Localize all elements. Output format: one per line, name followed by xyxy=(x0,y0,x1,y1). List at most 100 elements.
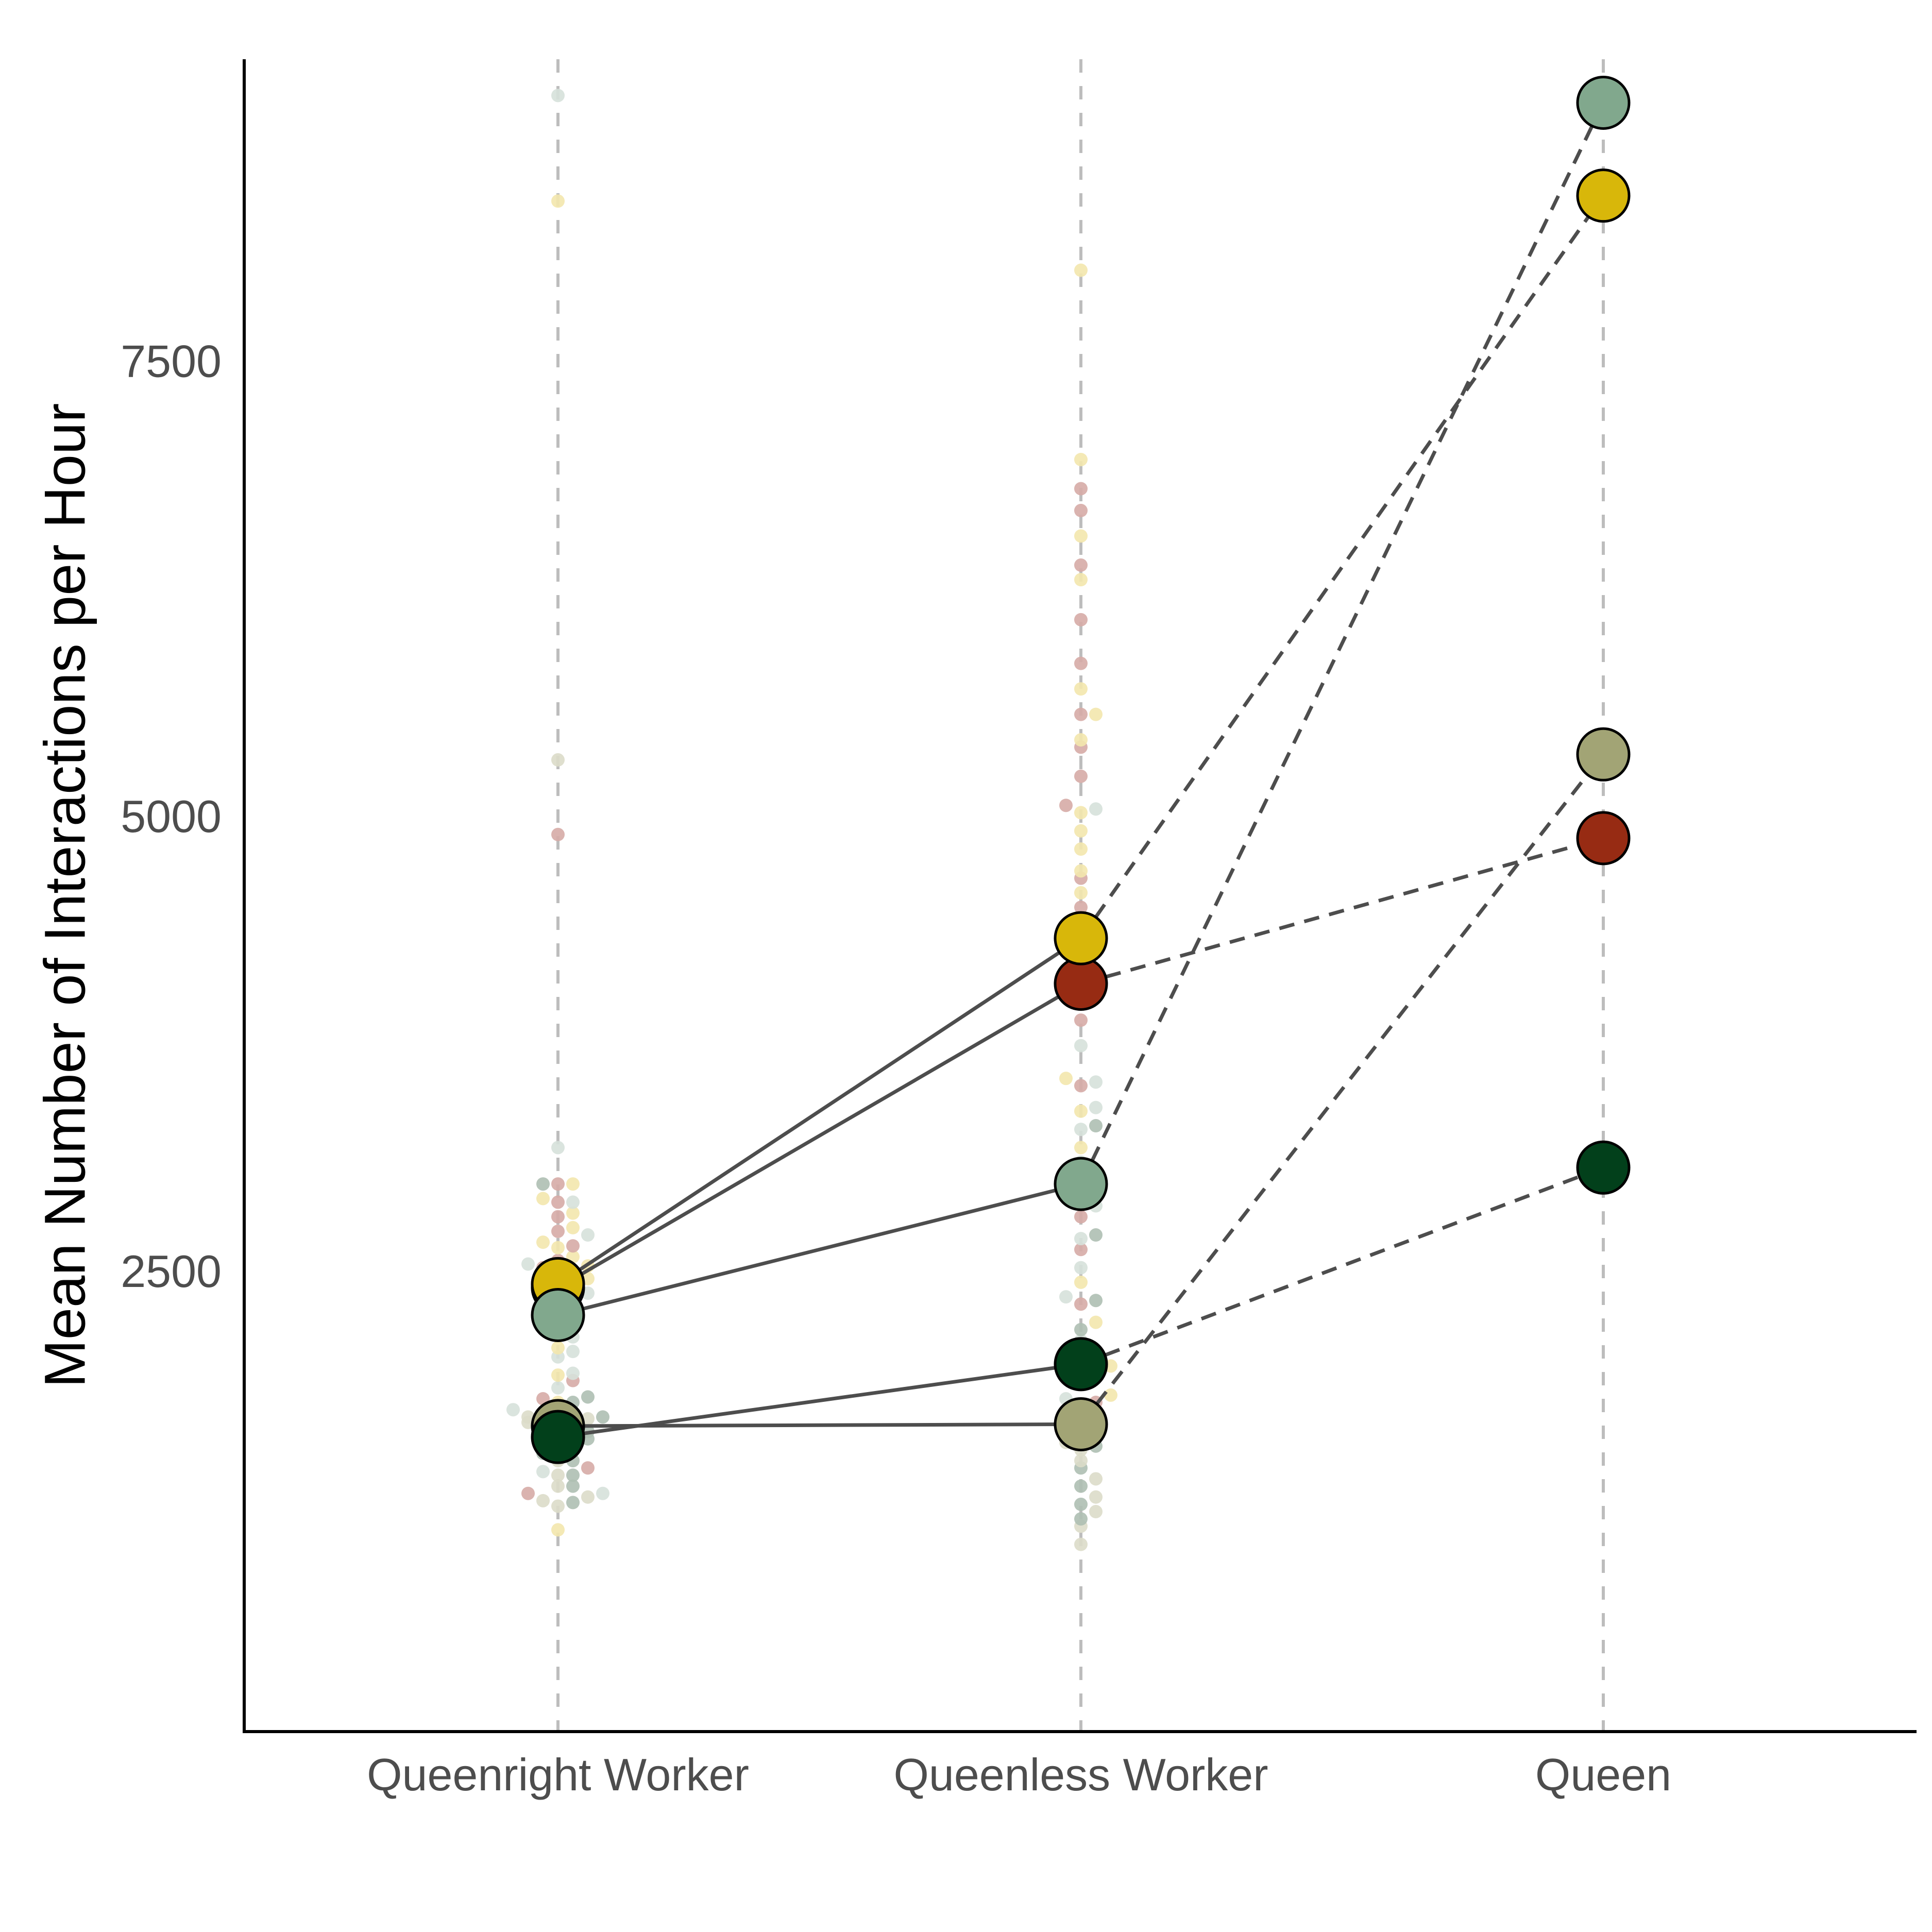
point-queenless-worker-dark_green xyxy=(1074,1323,1088,1336)
point-queenless-worker-sage xyxy=(1089,802,1103,816)
connector-dashed-olive xyxy=(1079,753,1605,1426)
point-queenright-worker-red xyxy=(566,1239,580,1253)
point-queenright-worker-sage xyxy=(506,1403,520,1417)
individual-points xyxy=(506,89,1117,1551)
point-queenright-worker-sage xyxy=(521,1257,535,1271)
point-queenright-worker-sage xyxy=(551,89,565,103)
point-queenright-worker-sage xyxy=(536,1465,550,1479)
point-queenright-worker-olive xyxy=(536,1494,550,1507)
point-queenless-worker-red xyxy=(1074,1079,1088,1093)
marker-queenright-worker-dark_green xyxy=(531,1410,585,1464)
point-queenright-worker-red xyxy=(581,1461,595,1475)
x-tick-queenless-worker: Queenless Worker xyxy=(893,1749,1268,1800)
point-queenless-worker-yellow xyxy=(1074,842,1088,856)
marker-queenless-worker-olive xyxy=(1054,1397,1108,1451)
point-queenright-worker-yellow xyxy=(551,1341,565,1355)
point-queenless-worker-yellow xyxy=(1074,263,1088,277)
point-queenright-worker-olive xyxy=(551,753,565,767)
point-queenless-worker-yellow xyxy=(1074,806,1088,820)
point-queenless-worker-yellow xyxy=(1089,707,1103,721)
point-queenright-worker-sage xyxy=(566,1366,580,1380)
point-queenless-worker-yellow xyxy=(1074,864,1088,878)
point-queenright-worker-yellow xyxy=(551,1523,565,1537)
point-queenright-worker-red xyxy=(551,1177,565,1191)
point-queenless-worker-olive xyxy=(1089,1490,1103,1504)
point-queenright-worker-dark_green xyxy=(566,1479,580,1493)
point-queenless-worker-red xyxy=(1074,482,1088,496)
point-queenright-worker-olive xyxy=(551,1468,565,1482)
point-queenless-worker-yellow xyxy=(1074,1141,1088,1155)
point-queenright-worker-yellow xyxy=(536,1235,550,1249)
point-queenless-worker-red xyxy=(1074,1210,1088,1224)
point-queenless-worker-olive xyxy=(1074,1537,1088,1551)
point-queenright-worker-yellow xyxy=(536,1192,550,1206)
point-queenless-worker-dark_green xyxy=(1089,1228,1103,1242)
connector-solid-red xyxy=(557,982,1082,1290)
point-queenright-worker-dark_green xyxy=(536,1177,550,1191)
point-queenless-worker-red xyxy=(1074,503,1088,517)
marker-queenless-worker-sage xyxy=(1054,1157,1108,1211)
point-queenright-worker-dark_green xyxy=(581,1390,595,1404)
point-queenright-worker-sage xyxy=(566,1345,580,1359)
point-queenright-worker-sage xyxy=(566,1195,580,1209)
y-tick-labels: 2500 5000 7500 xyxy=(121,336,222,1297)
point-queenless-worker-sage xyxy=(1089,1100,1103,1114)
y-tick-2500: 2500 xyxy=(121,1246,222,1297)
y-axis-title: Mean Number of Interactions per Hour xyxy=(33,403,97,1387)
point-queenless-worker-olive xyxy=(1074,1454,1088,1468)
point-queenless-worker-red xyxy=(1074,613,1088,626)
point-queenright-worker-yellow xyxy=(566,1221,580,1234)
point-queenless-worker-sage xyxy=(1059,1290,1073,1304)
point-queenright-worker-red xyxy=(551,1224,565,1238)
colony-mean-markers xyxy=(531,75,1631,1464)
point-queenless-worker-olive xyxy=(1089,1505,1103,1519)
point-queenright-worker-dark_green xyxy=(596,1410,609,1424)
marker-queenright-worker-sage xyxy=(531,1287,585,1342)
marker-queen-olive xyxy=(1576,727,1631,782)
point-queenless-worker-red xyxy=(1074,769,1088,783)
y-tick-5000: 5000 xyxy=(121,791,222,842)
x-tick-labels: Queenright Worker Queenless Worker Queen xyxy=(367,1749,1671,1800)
point-queenright-worker-sage xyxy=(551,1381,565,1395)
point-queenless-worker-dark_green xyxy=(1089,1119,1103,1133)
point-queenless-worker-yellow xyxy=(1074,682,1088,696)
point-queenright-worker-dark_green xyxy=(566,1496,580,1510)
point-queenright-worker-yellow xyxy=(566,1206,580,1220)
connector-dashed-yellow xyxy=(1079,194,1605,940)
point-queenless-worker-red xyxy=(1074,1297,1088,1311)
point-queenless-worker-yellow xyxy=(1074,1275,1088,1289)
point-queenless-worker-dark_green xyxy=(1089,1294,1103,1308)
point-queenright-worker-yellow xyxy=(551,1241,565,1255)
point-queenless-worker-yellow xyxy=(1074,452,1088,466)
point-queenright-worker-olive xyxy=(521,1410,535,1424)
connector-dashed-red xyxy=(1080,836,1604,986)
point-queenless-worker-olive xyxy=(1089,1472,1103,1486)
marker-queenless-worker-red xyxy=(1054,956,1108,1011)
connector-solid-sage xyxy=(557,1182,1081,1317)
marker-queen-yellow xyxy=(1576,168,1631,223)
point-queenless-worker-red xyxy=(1059,799,1073,812)
point-queenless-worker-sage xyxy=(1074,1232,1088,1246)
point-queenless-worker-yellow xyxy=(1059,1072,1073,1086)
point-queenright-worker-red xyxy=(551,827,565,841)
point-queenless-worker-red xyxy=(1074,1013,1088,1027)
marker-queen-sage xyxy=(1576,75,1631,130)
connector-dashed-dark_green xyxy=(1080,1166,1604,1366)
point-queenless-worker-sage xyxy=(1074,1123,1088,1137)
point-queenright-worker-sage xyxy=(551,1141,565,1155)
point-queenless-worker-sage xyxy=(1074,1039,1088,1053)
point-queenright-worker-red xyxy=(551,1195,565,1209)
point-queenright-worker-sage xyxy=(581,1228,595,1242)
axes xyxy=(243,59,1917,1733)
point-queenless-worker-red xyxy=(1074,656,1088,670)
point-queenless-worker-yellow xyxy=(1074,824,1088,838)
point-queenless-worker-red xyxy=(1074,558,1088,572)
point-queenless-worker-red xyxy=(1074,707,1088,721)
point-queenless-worker-yellow xyxy=(1074,573,1088,587)
point-queenright-worker-sage xyxy=(596,1486,609,1500)
marker-queenless-worker-dark_green xyxy=(1054,1337,1108,1392)
point-queenless-worker-yellow xyxy=(1074,733,1088,747)
point-queenless-worker-sage xyxy=(1074,1261,1088,1275)
point-queenless-worker-red xyxy=(1074,901,1088,914)
